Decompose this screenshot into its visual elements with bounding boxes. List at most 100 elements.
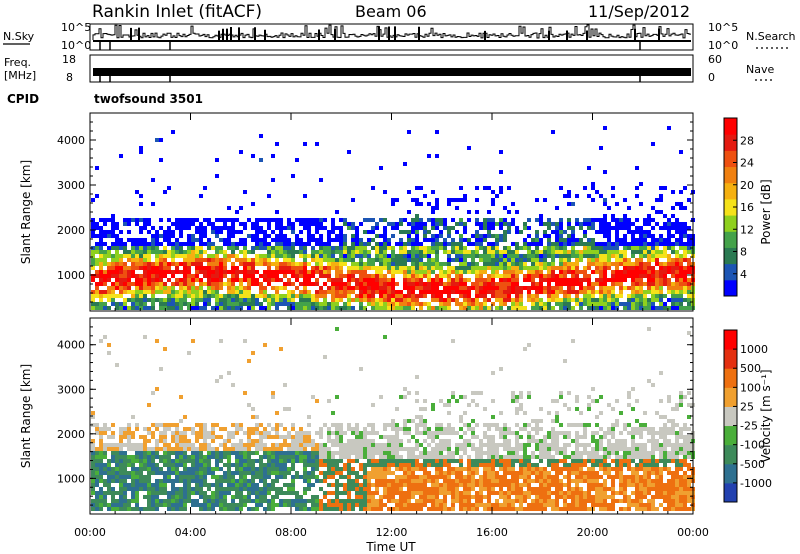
range-cell bbox=[363, 439, 367, 443]
range-cell bbox=[531, 282, 535, 286]
range-cell bbox=[459, 246, 463, 250]
range-cell bbox=[147, 258, 151, 262]
range-cell bbox=[555, 230, 559, 234]
range-cell bbox=[651, 142, 655, 146]
range-cell bbox=[423, 274, 427, 278]
range-cell bbox=[619, 290, 623, 294]
range-cell bbox=[103, 427, 107, 431]
range-cell bbox=[351, 274, 355, 278]
range-cell bbox=[311, 503, 315, 507]
range-cell bbox=[215, 290, 219, 294]
range-cell bbox=[407, 431, 411, 435]
range-cell bbox=[323, 242, 327, 246]
range-cell bbox=[163, 487, 167, 491]
range-cell bbox=[307, 479, 311, 483]
range-cell bbox=[515, 487, 519, 491]
range-cell bbox=[399, 447, 403, 451]
range-cell bbox=[315, 302, 319, 306]
range-cell bbox=[151, 499, 155, 503]
range-cell bbox=[419, 503, 423, 507]
range-cell bbox=[371, 455, 375, 459]
range-cell bbox=[267, 503, 271, 507]
range-cell bbox=[103, 467, 107, 471]
range-cell bbox=[675, 302, 679, 306]
range-cell bbox=[499, 487, 503, 491]
range-cell bbox=[547, 278, 551, 282]
range-cell bbox=[439, 290, 443, 294]
range-cell bbox=[479, 278, 483, 282]
range-cell bbox=[107, 306, 111, 310]
range-cell bbox=[643, 294, 647, 298]
range-cell bbox=[271, 503, 275, 507]
range-cell bbox=[335, 503, 339, 507]
range-cell bbox=[239, 298, 243, 302]
range-cell bbox=[339, 423, 343, 427]
range-cell bbox=[435, 218, 439, 222]
range-cell bbox=[263, 507, 267, 511]
range-cell bbox=[187, 278, 191, 282]
range-cell bbox=[375, 471, 379, 475]
range-cell bbox=[615, 218, 619, 222]
range-cell bbox=[511, 447, 515, 451]
range-cell bbox=[527, 294, 531, 298]
range-cell bbox=[319, 463, 323, 467]
range-cell bbox=[543, 222, 547, 226]
range-cell bbox=[163, 230, 167, 234]
range-cell bbox=[383, 242, 387, 246]
range-cell bbox=[407, 459, 411, 463]
range-cell bbox=[659, 250, 663, 254]
range-cell bbox=[183, 443, 187, 447]
range-cell bbox=[199, 258, 203, 262]
range-cell bbox=[423, 254, 427, 258]
range-cell bbox=[531, 298, 535, 302]
range-cell bbox=[131, 302, 135, 306]
range-cell bbox=[143, 274, 147, 278]
range-cell bbox=[659, 254, 663, 258]
range-cell bbox=[287, 431, 291, 435]
range-cell bbox=[371, 262, 375, 266]
range-cell bbox=[111, 234, 115, 238]
range-cell bbox=[627, 286, 631, 290]
range-cell bbox=[687, 294, 691, 298]
range-cell bbox=[155, 443, 159, 447]
range-cell bbox=[559, 282, 563, 286]
range-cell bbox=[251, 302, 255, 306]
y-tick-label: 3000 bbox=[57, 179, 85, 192]
range-cell bbox=[487, 443, 491, 447]
range-cell bbox=[319, 250, 323, 254]
range-cell bbox=[211, 503, 215, 507]
range-cell bbox=[275, 423, 279, 427]
range-cell bbox=[439, 503, 443, 507]
range-cell bbox=[91, 250, 95, 254]
range-cell bbox=[263, 242, 267, 246]
range-cell bbox=[351, 258, 355, 262]
range-cell bbox=[483, 479, 487, 483]
range-cell bbox=[395, 487, 399, 491]
range-cell bbox=[107, 507, 111, 511]
range-cell bbox=[503, 230, 507, 234]
range-cell bbox=[411, 274, 415, 278]
range-cell bbox=[227, 294, 231, 298]
range-cell bbox=[491, 282, 495, 286]
range-cell bbox=[499, 491, 503, 495]
range-cell bbox=[331, 258, 335, 262]
range-cell bbox=[279, 487, 283, 491]
range-cell bbox=[619, 262, 623, 266]
range-cell bbox=[395, 463, 399, 467]
range-cell bbox=[355, 435, 359, 439]
range-cell bbox=[319, 246, 323, 250]
range-cell bbox=[499, 479, 503, 483]
range-cell bbox=[147, 242, 151, 246]
range-cell bbox=[327, 234, 331, 238]
range-cell bbox=[107, 447, 111, 451]
range-cell bbox=[475, 290, 479, 294]
noise-left-tick-high: 10^5 bbox=[61, 21, 91, 34]
range-cell bbox=[315, 270, 319, 274]
range-cell bbox=[495, 443, 499, 447]
range-cell bbox=[443, 443, 447, 447]
range-cell bbox=[219, 246, 223, 250]
range-cell bbox=[239, 499, 243, 503]
freq-right-tick-high: 60 bbox=[708, 53, 722, 66]
range-cell bbox=[231, 262, 235, 266]
range-cell bbox=[271, 262, 275, 266]
